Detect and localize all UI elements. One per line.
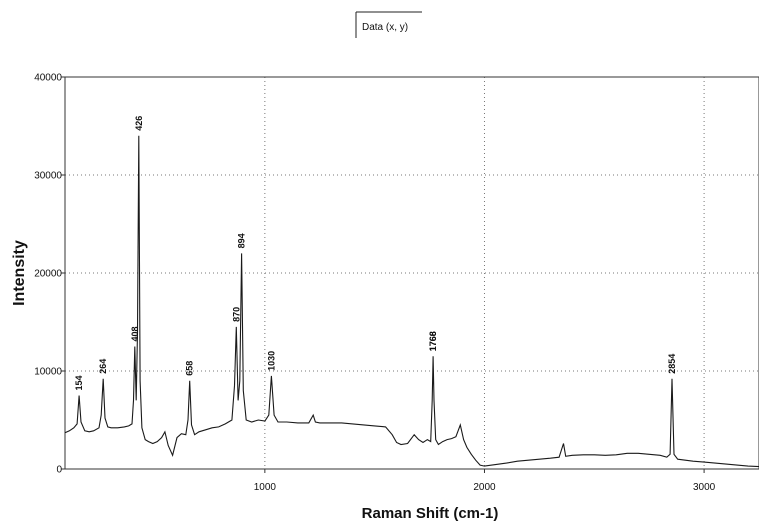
y-tick-label: 30000	[34, 171, 62, 182]
peak-label: 426	[134, 116, 144, 131]
peak-label: 1766	[428, 331, 438, 351]
grid	[65, 77, 759, 469]
peak-label: 408	[130, 326, 140, 341]
axis-tick-labels: 0 10000 20000 30000 40000 1000 2000 3000	[34, 73, 715, 494]
x-tick-label: 3000	[693, 482, 716, 493]
legend-entry: Data (x, y)	[362, 22, 408, 33]
peak-label: 894	[237, 233, 247, 248]
x-axis-title: Raman Shift (cm-1)	[362, 505, 499, 522]
peak-label: 264	[98, 359, 108, 374]
y-tick-label: 10000	[34, 367, 62, 378]
x-tick-label: 2000	[473, 482, 496, 493]
series-line	[64, 135, 759, 468]
y-tick-label: 40000	[34, 73, 62, 84]
legend: Data (x, y)	[355, 11, 422, 38]
peak-label: 1768	[428, 331, 438, 351]
y-tick-label: 0	[56, 465, 62, 476]
peak-label: 870	[231, 307, 241, 322]
peak-label: 2854	[667, 354, 677, 374]
y-tick-label: 20000	[34, 269, 62, 280]
peak-label: 1030	[266, 351, 276, 371]
x-tick-label: 1000	[254, 482, 277, 493]
axis-ticks	[61, 76, 705, 473]
peak-label: 658	[185, 361, 195, 376]
y-axis-title: Intensity	[11, 240, 28, 306]
peak-label: 154	[74, 375, 84, 390]
